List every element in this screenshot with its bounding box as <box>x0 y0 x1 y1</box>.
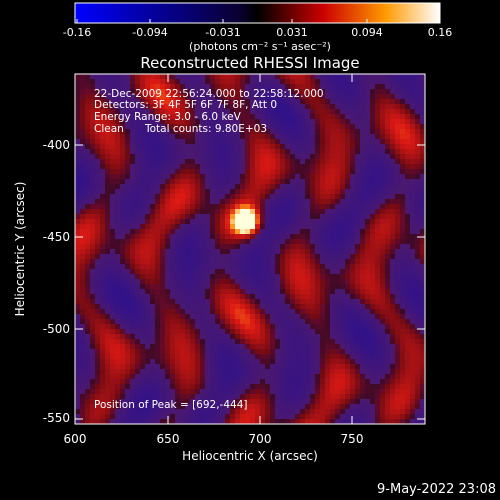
x-tick-label-600: 600 <box>64 432 87 446</box>
x-tick-label-650: 650 <box>157 432 180 446</box>
colorbar-unit: (photons cm⁻² s⁻¹ asec⁻²) <box>189 40 331 53</box>
y-tick-label-neg450: -450 <box>43 230 70 244</box>
x-axis-label: Heliocentric X (arcsec) <box>182 449 318 463</box>
colorbar-gradient <box>74 2 441 24</box>
colorbar-tick-label-5: 0.16 <box>428 26 453 39</box>
info-energy-range: Energy Range: 3.0 - 6.0 keV <box>94 111 242 123</box>
x-tick-label-750: 750 <box>341 432 364 446</box>
footer-timestamp: 9-May-2022 23:08 <box>377 482 496 497</box>
colorbar: -0.16 -0.094 -0.031 0.031 0.094 0.16 (ph… <box>63 2 453 53</box>
y-axis-label: Heliocentric Y (arcsec) <box>13 182 27 317</box>
info-peak-position: Position of Peak = [692,-444] <box>94 399 248 411</box>
reconstructed-image <box>75 74 425 424</box>
colorbar-tick-label-3: 0.031 <box>276 26 308 39</box>
y-tick-label-neg500: -500 <box>43 322 70 336</box>
info-detectors: Detectors: 3F 4F 5F 6F 7F 8F, Att 0 <box>94 99 277 111</box>
y-tick-label-neg550: -550 <box>43 411 70 425</box>
colorbar-tick-label-1: -0.094 <box>132 26 167 39</box>
x-tick-label-700: 700 <box>249 432 272 446</box>
axis-ticks <box>74 74 425 424</box>
plot-frame <box>74 73 426 425</box>
info-clean: Clean <box>94 123 124 135</box>
colorbar-tick-label-4: 0.094 <box>351 26 383 39</box>
y-tick-label-neg400: -400 <box>43 138 70 152</box>
colorbar-tick-label-2: -0.031 <box>205 26 240 39</box>
colorbar-tick-label-0: -0.16 <box>63 26 91 39</box>
colorbar-ticks <box>76 19 441 23</box>
info-time-range: 22-Dec-2009 22:56:24.000 to 22:58:12.000 <box>94 88 324 100</box>
image-title: Reconstructed RHESSI Image <box>140 54 359 72</box>
info-total-counts: Total counts: 9.80E+03 <box>144 123 267 135</box>
